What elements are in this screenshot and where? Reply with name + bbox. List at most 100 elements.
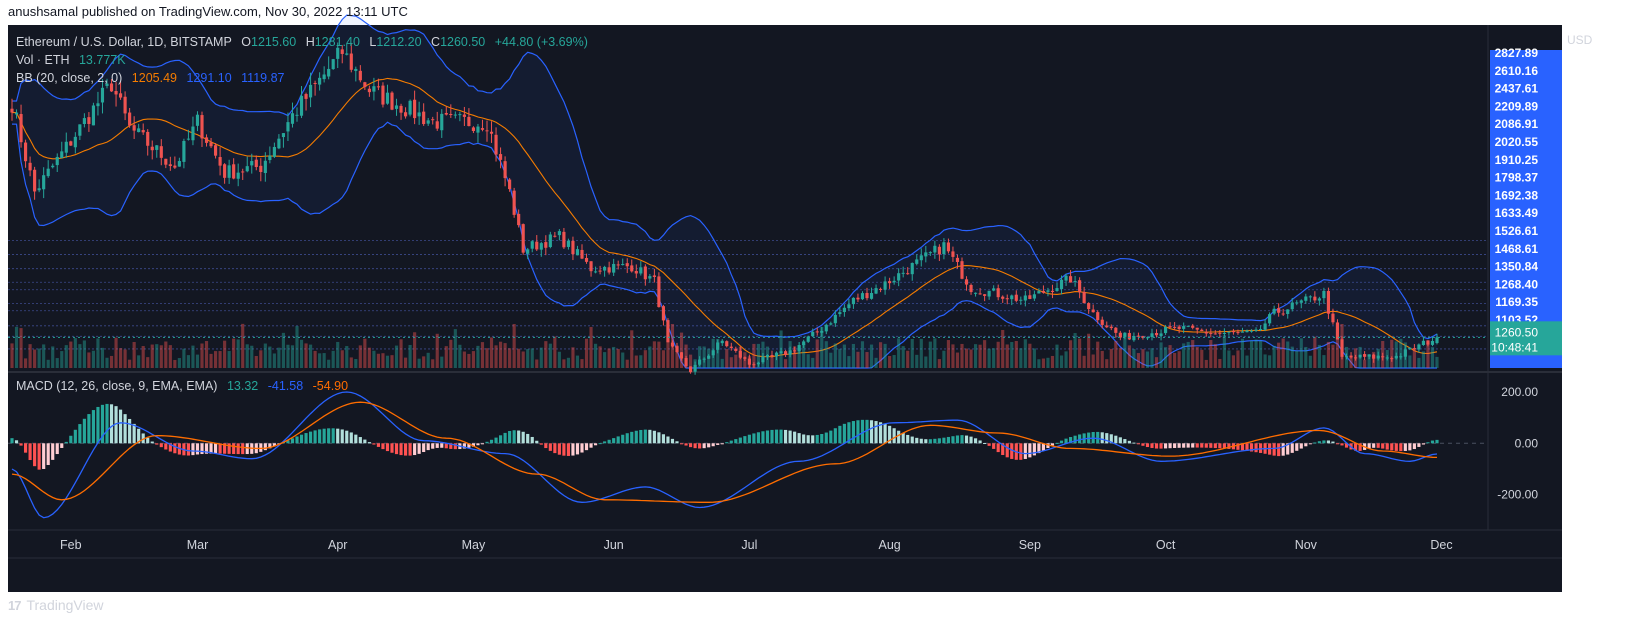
macd-histogram-bar — [1005, 443, 1009, 458]
volume-bar — [277, 347, 281, 368]
volume-bar — [28, 344, 32, 368]
macd-histogram-bar — [1200, 443, 1204, 448]
volume-bar — [1105, 359, 1109, 368]
macd-histogram-bar — [241, 443, 245, 455]
ohlc-high: H1281.40 — [305, 35, 360, 49]
volume-bar — [688, 354, 693, 368]
macd-histogram-bar — [489, 439, 494, 444]
volume-bar — [1322, 355, 1326, 368]
candle-body — [535, 241, 539, 250]
volume-bar — [1281, 338, 1285, 368]
candle-body — [1123, 332, 1127, 337]
candle-body — [1268, 314, 1272, 324]
macd-histogram-bar — [702, 443, 706, 449]
candle-body — [1317, 298, 1321, 301]
candle-body — [1430, 340, 1435, 345]
macd-histogram-bar — [1046, 443, 1050, 449]
macd-histogram-bar — [756, 432, 761, 444]
volume-bar — [892, 355, 896, 368]
symbol-title[interactable]: Ethereum / U.S. Dollar, 1D, BITSTAMP — [16, 35, 232, 49]
macd-histogram-bar — [955, 435, 960, 444]
volume-bar — [571, 347, 575, 368]
candle-body — [1390, 358, 1394, 360]
candle-body — [1213, 333, 1217, 335]
current-price-label: 1260.50 — [1495, 325, 1539, 339]
macd-histogram-bar — [707, 443, 711, 448]
candle-body — [892, 280, 896, 283]
candle-body — [1349, 355, 1353, 358]
price-level-label: 2020.55 — [1495, 135, 1539, 149]
candle-body — [1186, 325, 1190, 327]
macd-legend[interactable]: MACD (12, 26, close, 9, EMA, EMA) 13.32 … — [16, 379, 354, 393]
volume-bar — [1236, 350, 1240, 368]
macd-histogram-bar — [503, 432, 507, 444]
volume-bar — [1263, 354, 1267, 368]
macd-histogram-bar — [236, 443, 240, 455]
volume-bar — [498, 341, 503, 368]
volume-bar — [367, 347, 371, 368]
macd-histogram-bar — [444, 443, 448, 449]
macd-histogram-bar — [1055, 442, 1059, 444]
volume-bar — [1078, 338, 1082, 368]
macd-histogram-bar — [535, 440, 539, 444]
volume-bar — [1268, 355, 1272, 368]
published-caption: anushsamal published on TradingView.com,… — [8, 4, 408, 19]
ohlc-low: L1212.20 — [369, 35, 422, 49]
macd-histogram-bar — [164, 443, 168, 450]
macd-histogram-bar — [1353, 443, 1358, 451]
tradingview-logo[interactable]: 17 TradingView — [8, 597, 104, 613]
volume-bar — [928, 341, 932, 368]
candle-body — [783, 351, 788, 356]
time-axis-label: Nov — [1295, 538, 1318, 552]
volume-bar — [132, 341, 136, 368]
candle-body — [408, 100, 412, 115]
macd-histogram-bar — [69, 435, 73, 444]
candle-body — [345, 53, 349, 55]
bb-legend[interactable]: BB (20, close, 2, 0) 1205.49 1291.10 111… — [16, 71, 290, 85]
macd-histogram-bar — [616, 436, 620, 444]
volume-bar — [675, 345, 679, 368]
volume-bar — [55, 358, 59, 368]
volume-bar — [109, 355, 114, 368]
volume-bar — [603, 352, 607, 368]
candle-body — [539, 243, 543, 250]
candle-body — [1231, 331, 1236, 333]
candle-body — [37, 188, 41, 191]
macd-histogram-bar — [1041, 443, 1046, 451]
candle-body — [114, 91, 118, 95]
candle-body — [1254, 329, 1258, 331]
macd-histogram-bar — [399, 443, 403, 456]
price-level-label: 1526.61 — [1495, 224, 1539, 238]
macd-histogram-bar — [1159, 443, 1163, 449]
volume-bar — [1195, 346, 1199, 368]
volume-bar — [702, 346, 706, 368]
volume-bar — [1041, 358, 1046, 368]
candle-body — [1132, 336, 1136, 341]
volume-bar — [566, 357, 571, 368]
volume-bar — [1050, 355, 1055, 368]
macd-histogram-bar — [612, 438, 616, 444]
candle-body — [322, 74, 326, 80]
price-level-label: 1910.25 — [1495, 153, 1539, 167]
macd-histogram-bar — [204, 443, 209, 454]
volume-bar — [951, 344, 955, 368]
volume-bar — [1227, 350, 1231, 368]
volume-bar — [1349, 357, 1353, 368]
candle-body — [616, 264, 620, 266]
candle-body — [227, 165, 231, 178]
volume-bar — [535, 359, 539, 368]
volume-bar — [915, 354, 919, 368]
volume-bar — [304, 343, 308, 368]
volume-bar — [403, 357, 408, 368]
macd-histogram-bar — [1417, 443, 1421, 447]
macd-histogram-bar — [856, 420, 860, 444]
volume-bar — [195, 354, 200, 368]
candle-body — [503, 161, 507, 179]
macd-histogram-bar — [1277, 443, 1281, 457]
volume-legend[interactable]: Vol · ETH 13.777K — [16, 53, 132, 67]
candle-body — [661, 306, 666, 321]
candle-body — [1109, 326, 1113, 329]
volume-bar — [1426, 342, 1430, 368]
candle-body — [1263, 323, 1267, 330]
